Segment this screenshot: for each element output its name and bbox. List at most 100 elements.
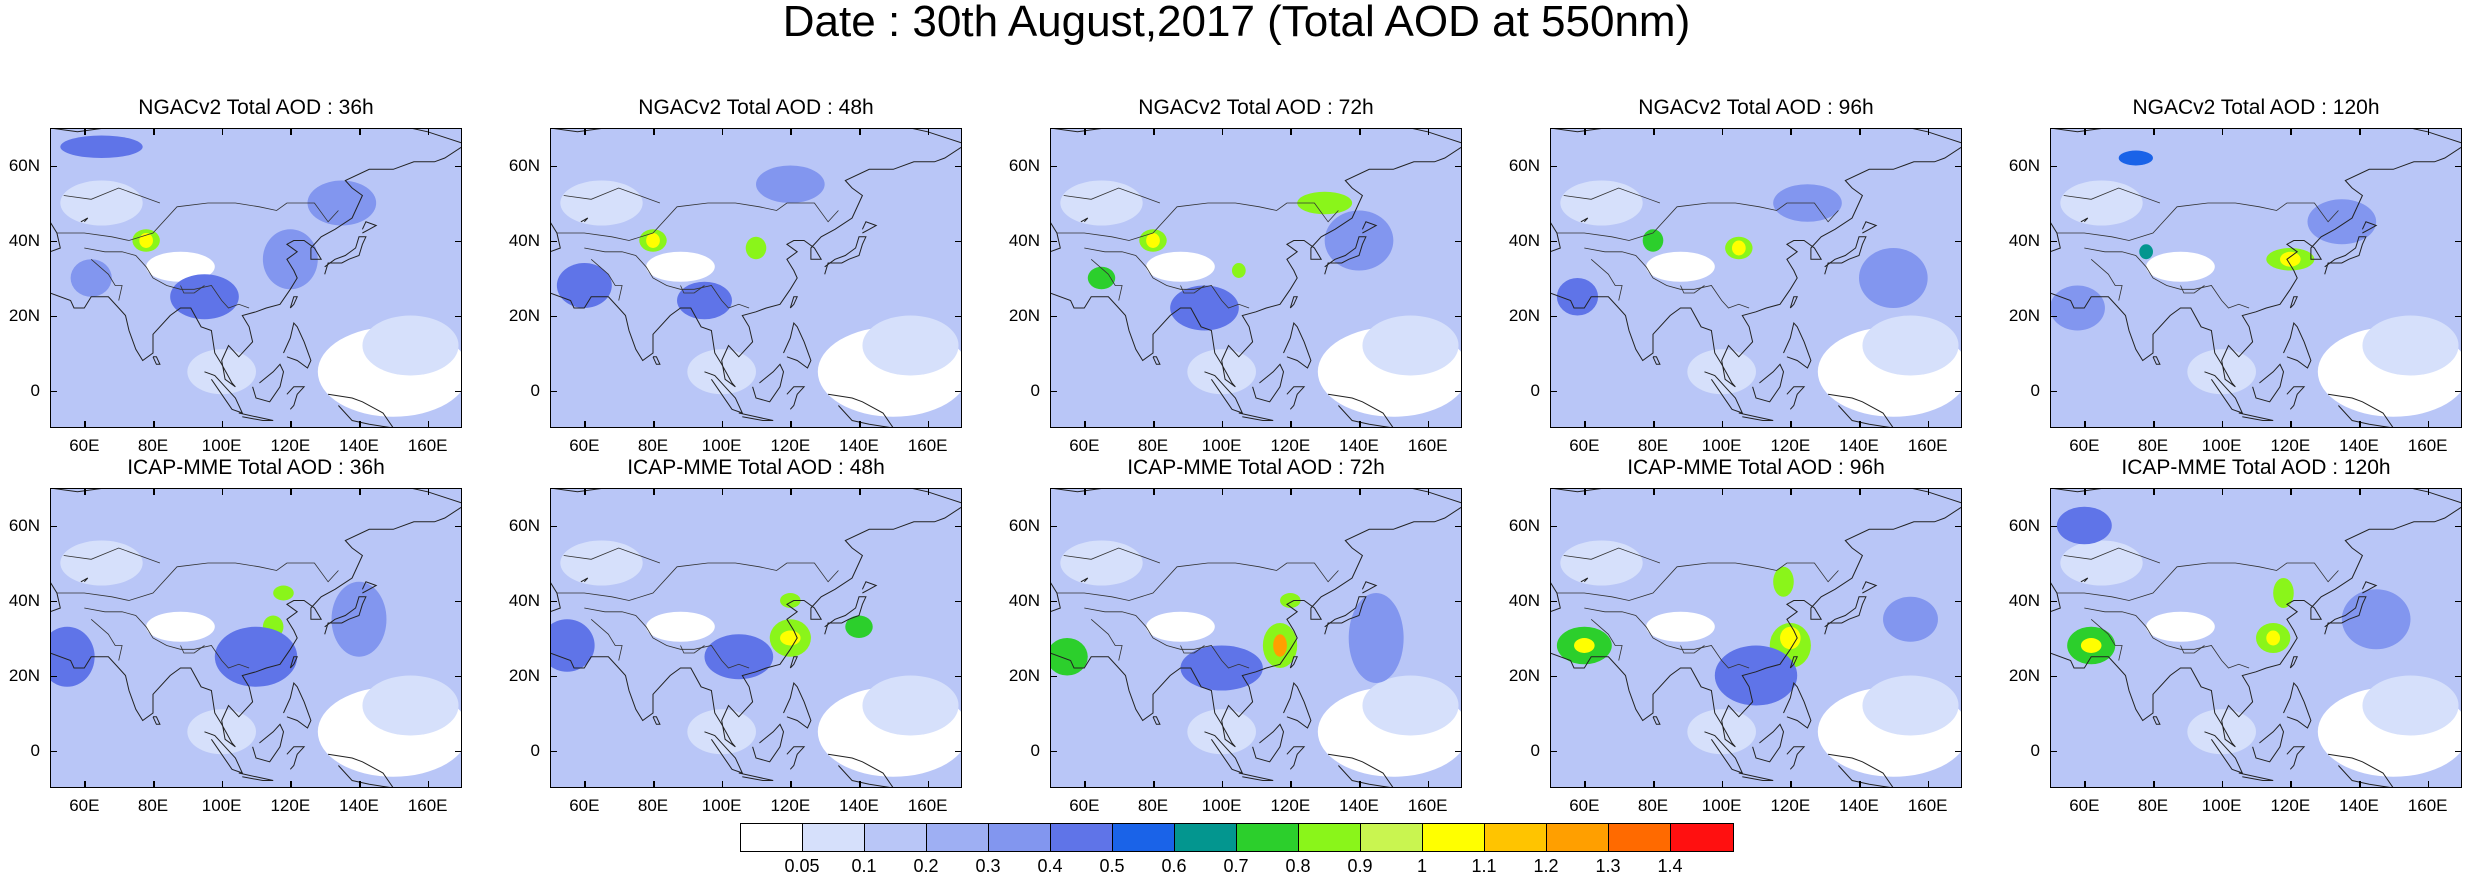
country-border [84,247,250,309]
aod-map [550,488,962,788]
lat-tick-mark [1050,315,1057,317]
lon-tick-mark [653,488,655,495]
aod-low-patch [2362,675,2459,736]
lat-tick-mark [955,750,962,752]
coastline [1204,731,1244,774]
lon-tick-mark [1427,781,1430,788]
aod-high-patch [2139,244,2153,260]
lon-tick-label: 60E [69,436,100,455]
lon-tick-mark [2221,488,2224,495]
aod-high-patch [756,165,825,203]
aod-high-patch [1556,278,1599,316]
colorbar-swatch [1361,824,1423,851]
lat-tick-mark [1955,315,1962,317]
country-border [90,258,123,301]
coastline [1050,488,1462,504]
coastline [1252,363,1285,403]
colorbar-swatch [741,824,803,851]
lon-tick-mark [153,128,155,135]
lon-tick-mark [584,421,586,428]
lat-tick-mark [955,390,962,392]
lon-tick-label: 80E [2137,436,2169,455]
lon-tick-mark [1359,488,1361,495]
aod-high-patch [780,593,801,608]
aod-low-patch [862,675,959,736]
coastline [2080,577,2089,583]
country-border [2056,202,2339,241]
lon-tick-mark [2153,781,2155,788]
coastline [2204,371,2244,414]
aod-map [2050,488,2462,788]
lon-tick-mark [2221,421,2224,428]
coastline [328,393,394,428]
aod-low-patch [1146,251,1215,282]
lat-tick-mark [50,600,57,602]
coastline [2361,581,2378,594]
lon-tick-label: 160E [1907,796,1948,815]
lat-tick-mark [455,390,462,392]
aod-high-patch [331,581,387,657]
lon-tick-mark [1221,781,1224,788]
aod-low-patch [687,709,756,755]
aod-high-patch [677,281,732,320]
lon-tick-mark [1084,781,1086,788]
lat-tick-label: 20N [8,665,40,685]
lat-tick-label: 20N [1008,665,1040,685]
coastline [1080,217,1089,223]
coastline [786,386,806,410]
lon-tick-label: 80E [1637,436,1669,455]
lon-tick-mark [2221,128,2224,135]
lat-tick-label: 20N [1508,665,1540,685]
lat-tick-mark [1955,525,1962,527]
lon-tick-label: 100E [1701,796,1742,815]
aod-low-patch [862,315,959,376]
main-title: Date : 30th August,2017 (Total AOD at 55… [782,0,1691,46]
country-border [56,562,339,601]
lon-tick-mark [2427,128,2430,135]
lat-tick-mark [2455,315,2462,317]
coastline [1361,581,1378,594]
lon-tick-label: 60E [569,796,600,815]
aod-low-patch [146,251,215,282]
lat-tick-label: 40N [1008,590,1040,610]
coastline [1050,506,1462,748]
coastline [1204,371,1244,414]
lat-tick-label: 40N [508,230,540,250]
lon-tick-mark [427,128,430,135]
lon-tick-mark [1584,128,1586,135]
lat-tick-mark [1550,390,1557,392]
lon-tick-mark [584,781,586,788]
lon-tick-mark [790,421,792,428]
aod-field [50,128,462,428]
coastline [1050,128,1462,144]
lon-tick-mark [359,128,361,135]
lon-tick-mark [1653,128,1655,135]
lat-tick-mark [1955,240,1962,242]
aod-low-patch [1687,349,1756,395]
coastline [2252,723,2285,763]
lon-tick-mark [1153,421,1155,428]
coastline [1738,772,1774,781]
map-panel: NGACv2 Total AOD : 48h 60N 40N 20N 0 60E 80E 10… [509,96,962,455]
lat-tick-mark [455,315,462,317]
coastline [550,506,962,748]
lat-tick-mark [455,165,462,167]
coastline [1283,321,1312,369]
lon-tick-label: 120E [2270,436,2311,455]
lat-tick-label: 20N [2008,665,2040,685]
panel-title: ICAP-MME Total AOD : 96h [1627,456,1885,479]
country-border [1180,285,1205,294]
lon-tick-label: 60E [2069,436,2100,455]
lat-tick-mark [2050,750,2057,752]
lon-tick-label: 100E [701,796,742,815]
lat-tick-label: 40N [2008,230,2040,250]
coastline [1550,128,1962,144]
lat-tick-mark [1050,525,1057,527]
aod-high-patch [60,135,143,158]
coastline [283,681,312,729]
lon-tick-mark [2427,488,2430,495]
country-border [2180,645,2205,654]
lat-tick-mark [1955,390,1962,392]
lon-tick-mark [1084,488,1086,495]
lat-tick-label: 20N [508,665,540,685]
